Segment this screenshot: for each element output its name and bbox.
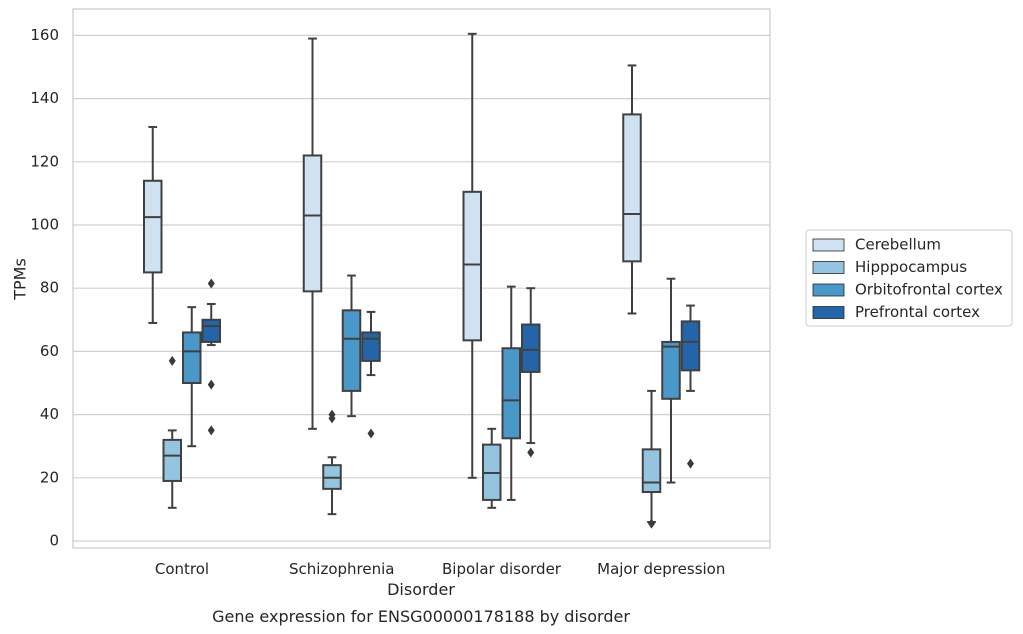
legend-label: Hipppocampus [855, 258, 967, 276]
box-hipppocampus [322, 409, 342, 516]
box-cerebellum [302, 37, 323, 430]
outlier-point [207, 278, 215, 289]
x-tick-label: Schizophrenia [289, 560, 394, 578]
y-tick-label: 0 [49, 532, 59, 550]
legend-label: Prefrontal cortex [855, 303, 980, 321]
outlier-point [328, 409, 336, 420]
x-tick-labels: Control Schizophrenia Bipolar disorder Majo… [155, 560, 725, 578]
legend: Cerebellum Hipppocampus Orbitofrontal cort… [805, 229, 1013, 327]
outlier-point [207, 379, 215, 390]
iqr-box [182, 331, 202, 385]
boxes [143, 32, 701, 529]
legend-swatch [812, 306, 845, 319]
iqr-box [661, 340, 681, 400]
box-prefrontal-cortex [201, 278, 221, 436]
iqr-box [641, 448, 662, 494]
box-prefrontal-cortex [680, 304, 701, 469]
outlier-point [207, 425, 215, 436]
legend-swatch [812, 283, 845, 297]
iqr-box [501, 347, 521, 440]
y-tick-label: 140 [30, 89, 59, 107]
iqr-box [680, 320, 701, 372]
plot-frame [72, 8, 771, 549]
y-tick-label: 20 [40, 468, 59, 486]
box-hipppocampus [482, 427, 502, 509]
iqr-box [361, 331, 381, 362]
outlier-point [527, 447, 535, 458]
box-orbitofrontal-cortex [501, 285, 521, 501]
y-tick-labels: 0 20 40 60 80 100 120 140 160 [30, 26, 59, 550]
y-tick-label: 60 [40, 342, 59, 360]
iqr-box [521, 323, 541, 373]
y-tick-label: 120 [30, 152, 59, 170]
iqr-box [462, 190, 482, 342]
outlier-point [168, 355, 176, 366]
legend-swatch [812, 238, 845, 252]
outlier-point [687, 458, 694, 469]
iqr-box [622, 113, 642, 263]
outlier-point [367, 428, 375, 439]
y-axis-title: TPMs [11, 258, 30, 301]
x-tick-label: Control [155, 560, 209, 578]
x-axis-title: Disorder [387, 580, 455, 599]
legend-label: Orbitofrontal cortex [855, 281, 1003, 299]
box-orbitofrontal-cortex [341, 274, 362, 418]
iqr-box [341, 309, 362, 392]
legend-swatch [812, 261, 845, 274]
iqr-box [143, 179, 163, 274]
legend-label: Cerebellum [855, 236, 941, 254]
y-tick-label: 160 [30, 26, 59, 44]
iqr-box [201, 318, 221, 343]
outlier-point [648, 518, 655, 529]
box-cerebellum [622, 64, 642, 315]
legend-frame [805, 229, 1013, 327]
y-tick-label: 100 [30, 216, 59, 234]
x-tick-label: Major depression [597, 560, 725, 578]
box-prefrontal-cortex [521, 287, 541, 458]
box-hipppocampus [162, 355, 182, 509]
y-tick-label: 40 [40, 405, 59, 423]
box-hipppocampus [641, 389, 662, 529]
box-cerebellum [462, 32, 482, 479]
iqr-box [162, 438, 182, 482]
y-tick-label: 80 [40, 279, 59, 297]
box-orbitofrontal-cortex [661, 277, 681, 484]
box-orbitofrontal-cortex [182, 306, 202, 448]
iqr-box [302, 154, 323, 293]
legend-entries: Cerebellum Hipppocampus Orbitofrontal cort… [812, 236, 1003, 321]
chart-caption: Gene expression for ENSG00000178188 by d… [212, 607, 630, 626]
x-tick-label: Bipolar disorder [442, 560, 562, 578]
box-prefrontal-cortex [361, 310, 381, 439]
box-cerebellum [143, 126, 163, 324]
